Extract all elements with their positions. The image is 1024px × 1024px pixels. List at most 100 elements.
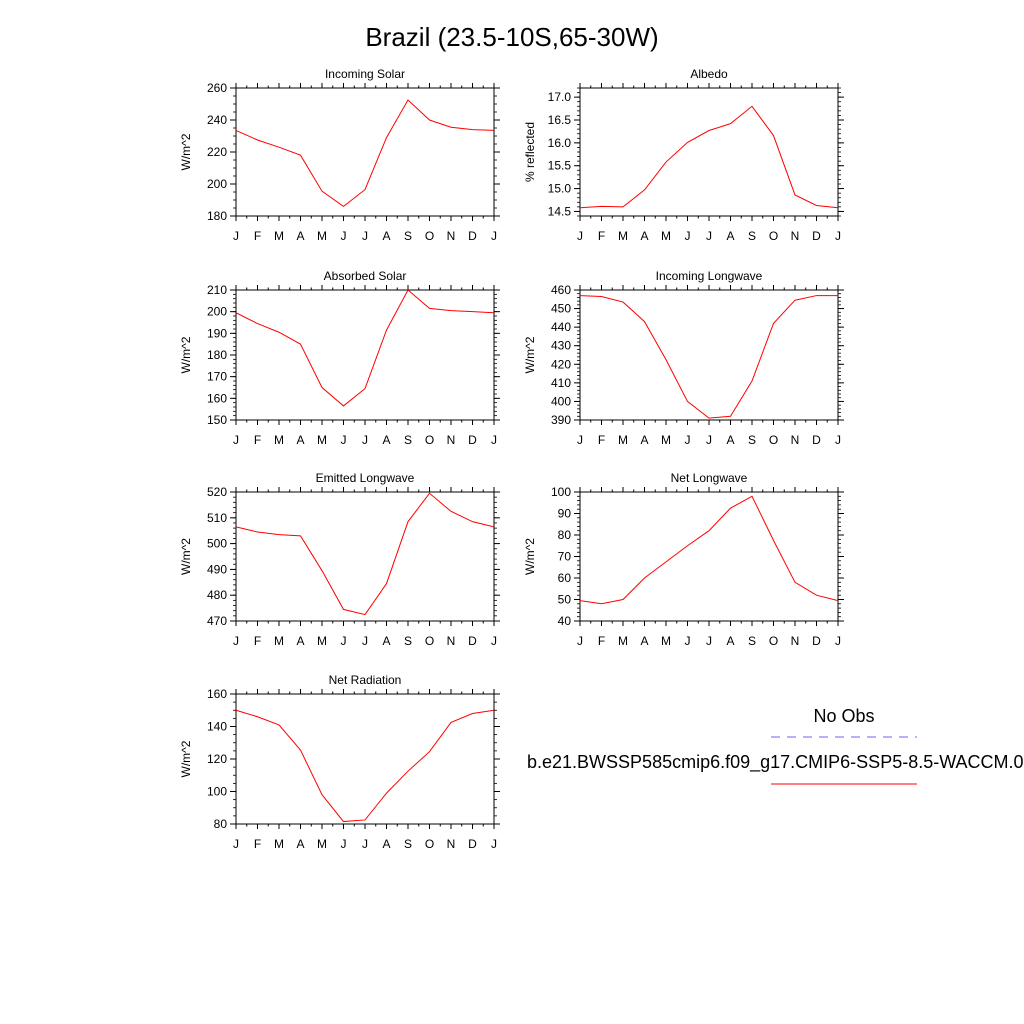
x-tick-label: N (791, 229, 800, 243)
y-axis-label: % reflected (523, 122, 537, 182)
x-tick-label: A (382, 229, 390, 243)
x-tick-label: J (685, 634, 691, 648)
plot-frame (235, 87, 495, 217)
panel-title: Absorbed Solar (324, 269, 407, 283)
x-tick-label: F (254, 433, 261, 447)
y-tick-label: 410 (551, 376, 571, 390)
x-tick-label: A (640, 433, 648, 447)
plot-frame (579, 491, 839, 622)
y-tick-label: 440 (551, 320, 571, 334)
x-tick-label: M (618, 433, 628, 447)
y-tick-label: 490 (207, 562, 227, 576)
y-tick-label: 17.0 (548, 90, 572, 104)
x-tick-label: J (341, 634, 347, 648)
y-tick-label: 200 (207, 177, 227, 191)
y-tick-label: 90 (558, 507, 572, 521)
y-tick-label: 510 (207, 511, 227, 525)
y-axis-label: W/m^2 (179, 133, 193, 170)
y-tick-label: 220 (207, 145, 227, 159)
y-tick-label: 15.5 (548, 159, 572, 173)
x-tick-label: S (404, 837, 412, 851)
y-tick-label: 450 (551, 302, 571, 316)
x-tick-label: O (425, 837, 434, 851)
x-tick-label: O (769, 229, 778, 243)
y-tick-label: 520 (207, 485, 227, 499)
x-tick-label: J (577, 433, 583, 447)
x-tick-label: J (362, 634, 368, 648)
x-tick-label: J (835, 433, 841, 447)
x-tick-label: A (640, 634, 648, 648)
y-tick-label: 180 (207, 209, 227, 223)
panel-title: Incoming Longwave (656, 269, 763, 283)
y-tick-label: 420 (551, 357, 571, 371)
y-tick-label: 140 (207, 720, 227, 734)
y-tick-label: 160 (207, 687, 227, 701)
x-tick-label: F (598, 634, 605, 648)
x-tick-label: J (233, 433, 239, 447)
plot-frame (235, 289, 495, 421)
panel-title: Albedo (690, 67, 728, 81)
plot-frame (235, 491, 495, 622)
x-tick-label: A (296, 634, 304, 648)
x-tick-label: M (661, 634, 671, 648)
y-tick-label: 16.0 (548, 136, 572, 150)
x-tick-label: S (404, 229, 412, 243)
y-tick-label: 80 (214, 817, 228, 831)
x-tick-label: J (233, 837, 239, 851)
x-tick-label: F (598, 433, 605, 447)
x-tick-label: O (425, 229, 434, 243)
series-line-model (235, 709, 495, 823)
x-tick-label: A (296, 433, 304, 447)
x-tick-label: D (812, 634, 821, 648)
y-tick-label: 100 (551, 485, 571, 499)
y-tick-label: 120 (207, 752, 227, 766)
x-tick-label: O (425, 433, 434, 447)
x-tick-label: M (317, 229, 327, 243)
x-tick-label: J (706, 634, 712, 648)
panel-title: Net Radiation (329, 673, 402, 687)
x-tick-label: M (618, 634, 628, 648)
series-line-model (235, 289, 495, 407)
series-line-model (579, 495, 839, 605)
y-tick-label: 480 (207, 588, 227, 602)
x-tick-label: J (706, 229, 712, 243)
plot-frame (579, 289, 839, 421)
x-tick-label: S (748, 229, 756, 243)
panel-title: Emitted Longwave (316, 471, 415, 485)
y-tick-label: 160 (207, 391, 227, 405)
x-tick-label: J (706, 433, 712, 447)
x-tick-label: O (769, 634, 778, 648)
y-axis-label: W/m^2 (523, 538, 537, 575)
x-tick-label: J (233, 634, 239, 648)
y-tick-label: 100 (207, 785, 227, 799)
y-tick-label: 200 (207, 305, 227, 319)
y-tick-label: 14.5 (548, 204, 572, 218)
y-tick-label: 390 (551, 413, 571, 427)
series-line-model (579, 295, 838, 419)
y-axis-label: W/m^2 (523, 336, 537, 373)
x-tick-label: J (685, 229, 691, 243)
page-title: Brazil (23.5-10S,65-30W) (365, 22, 658, 52)
series-line-model (235, 492, 495, 616)
x-tick-label: J (341, 837, 347, 851)
x-tick-label: N (447, 837, 456, 851)
y-tick-label: 170 (207, 370, 227, 384)
series-line-model (235, 99, 495, 208)
y-tick-label: 50 (558, 593, 572, 607)
x-tick-label: D (812, 229, 821, 243)
x-tick-label: M (274, 837, 284, 851)
x-tick-label: J (835, 634, 841, 648)
x-tick-label: A (296, 229, 304, 243)
x-tick-label: S (748, 433, 756, 447)
x-tick-label: A (382, 634, 390, 648)
y-tick-label: 190 (207, 326, 227, 340)
x-tick-label: N (791, 433, 800, 447)
y-tick-label: 460 (551, 283, 571, 297)
x-tick-label: D (468, 433, 477, 447)
